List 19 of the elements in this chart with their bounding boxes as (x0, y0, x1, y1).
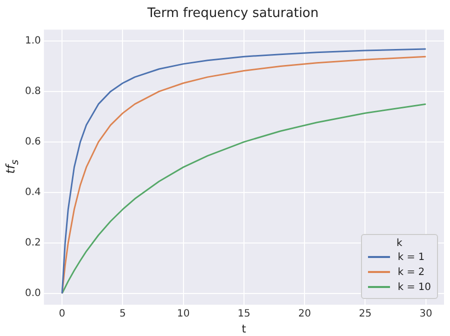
y-tick-label: 0.4 (24, 187, 41, 198)
x-tick-label: 25 (358, 308, 372, 320)
x-tick-label: 10 (176, 308, 190, 320)
legend-label: k = 1 (398, 250, 425, 265)
legend-label: k = 10 (398, 280, 431, 295)
legend-title: k (395, 238, 404, 249)
x-tick-label: 30 (419, 308, 432, 320)
legend-label: k = 2 (398, 266, 425, 280)
x-axis-title: t (242, 322, 247, 336)
y-tick-label: 0.0 (24, 288, 41, 300)
y-tick-label: 1.0 (24, 36, 41, 47)
x-tick-label: 5 (120, 308, 126, 320)
x-tick-label: 20 (298, 308, 311, 320)
y-tick-label: 0.2 (24, 238, 41, 249)
y-tick-label: 0.6 (24, 136, 41, 148)
x-tick-label: 0 (58, 308, 66, 320)
chart-title: Term frequency saturation (146, 6, 319, 22)
y-tick-label: 0.8 (24, 86, 41, 98)
x-tick-label: 15 (238, 308, 250, 320)
